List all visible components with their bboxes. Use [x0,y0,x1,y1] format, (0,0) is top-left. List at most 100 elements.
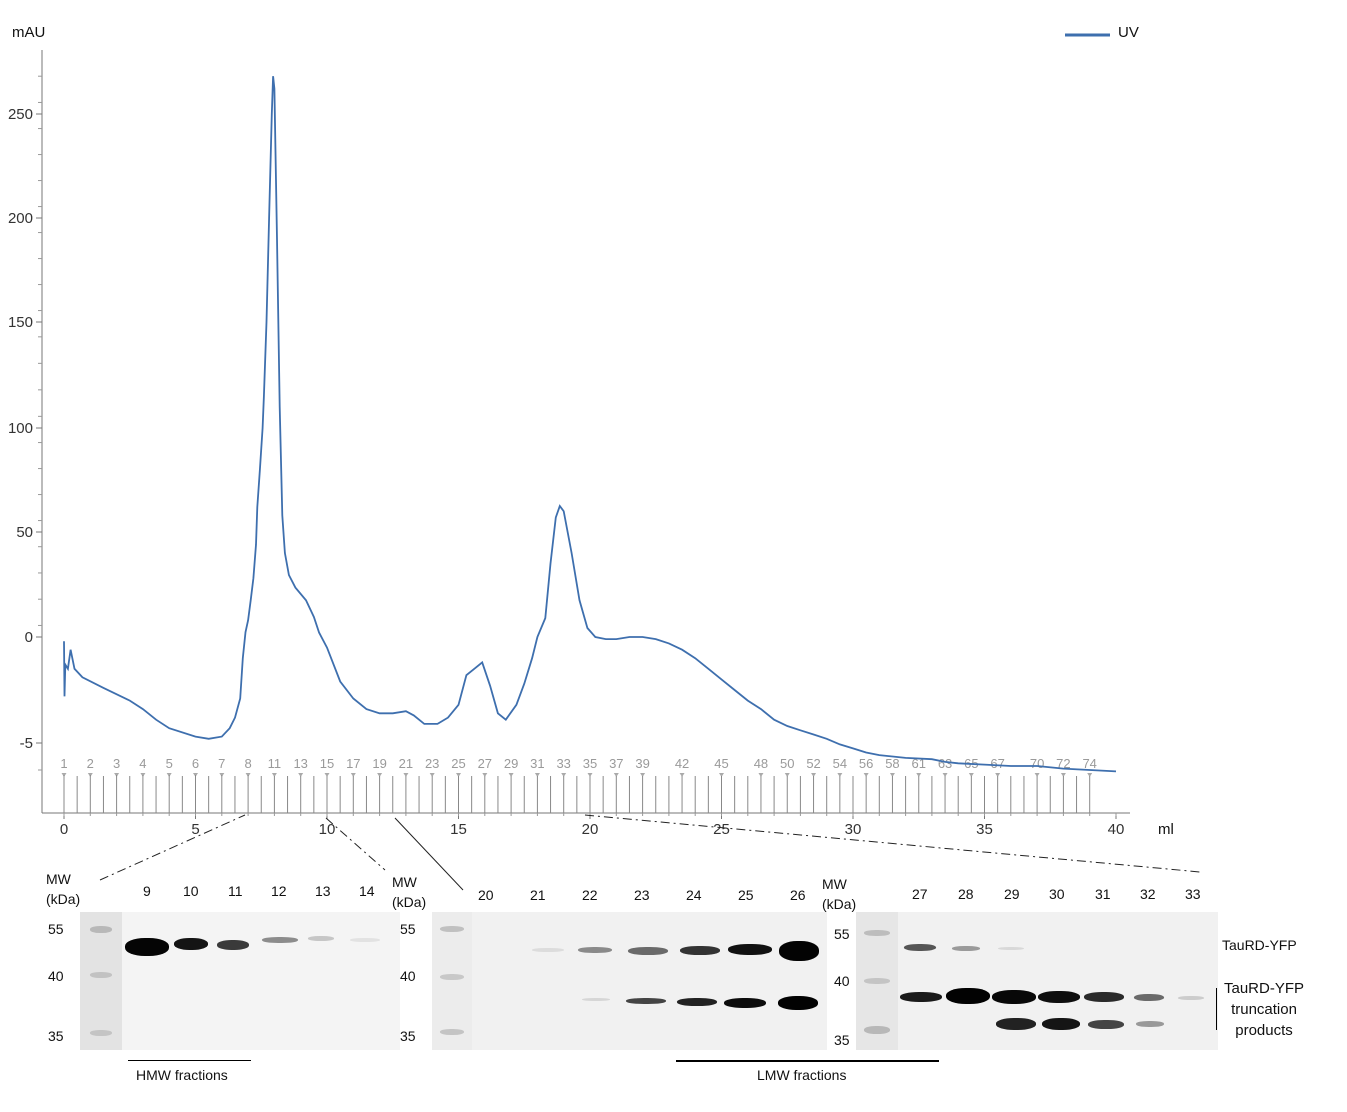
ladder-band-55 [440,926,464,932]
y-tick-label: 150 [8,314,33,331]
fraction-marker [561,773,567,777]
gel1-lane-10: 10 [183,883,199,899]
gel1-ladder-lane [80,912,122,1050]
fraction-label: 67 [990,756,1004,771]
fraction-label: 63 [938,756,952,771]
gel2-band-24 [680,946,720,955]
gel1-blot [80,912,400,1050]
gel2-trunc-22 [582,998,610,1001]
fraction-label: 5 [166,756,173,771]
gel2-marker-40: 40 [400,968,416,984]
fraction-marker [837,773,843,777]
fraction-label: 50 [780,756,794,771]
x-tick-label: 20 [582,821,599,838]
gel1-lanes-area [122,912,400,1050]
gel1-band-12 [262,937,298,943]
gel3-marker-35: 35 [834,1032,850,1048]
fraction-marker [1034,773,1040,777]
fraction-label: 15 [320,756,334,771]
gel3-low-31 [1088,1020,1124,1029]
fraction-marker [863,773,869,777]
fraction-marker [508,773,514,777]
x-tick-label: 35 [976,821,993,838]
fraction-label: 61 [912,756,926,771]
gel2-lane-22: 22 [582,887,598,903]
gel3-lane-29: 29 [1004,886,1020,902]
gel3-trunc-33 [1178,996,1204,1000]
fraction-marker [811,773,817,777]
fraction-label: 72 [1056,756,1070,771]
fraction-label: 39 [635,756,649,771]
gel3-marker-40: 40 [834,973,850,989]
x-tick-label: 5 [191,821,199,838]
gel2-trunc-25 [724,998,766,1008]
fraction-marker [889,773,895,777]
gel2-trunc-26 [778,996,818,1010]
gel1-band-9 [125,938,169,956]
fraction-marker [298,773,304,777]
fraction-label: 74 [1082,756,1096,771]
gel1-lane-13: 13 [315,883,331,899]
chart-axes [41,50,1130,814]
gel2-lane-21: 21 [530,887,546,903]
gel2-band-25 [728,944,772,955]
fraction-marker [1087,773,1093,777]
gel1-marker-55: 55 [48,921,64,937]
ladder-band-40 [864,978,890,984]
hmw-fractions-label: HMW fractions [136,1067,228,1083]
fraction-label: 2 [87,756,94,771]
fraction-marker [758,773,764,777]
gel2-blot [432,912,827,1050]
gel1-lane-11: 11 [228,883,243,899]
ladder-band-40 [90,972,112,978]
fraction-label: 17 [346,756,360,771]
fraction-marker [613,773,619,777]
fraction-label: 45 [714,756,728,771]
fraction-label: 52 [806,756,820,771]
gel3-trunc-30 [1038,991,1080,1003]
gel2-trunc-23 [626,998,666,1004]
gel2-lane-26: 26 [790,887,806,903]
fraction-marker [640,773,646,777]
gel1-band-14 [350,938,380,942]
fraction-marker [587,773,593,777]
gel1-band-11 [217,940,249,950]
gel3-band-28 [952,946,980,951]
fraction-marker [534,773,540,777]
gel3-marker-55: 55 [834,926,850,942]
tau-full-length-label: TauRD-YFP [1222,937,1297,953]
gel2-band-21 [532,948,564,952]
gel1-mw-label: MW (kDa) [46,871,81,907]
x-axis-label: ml [1158,821,1174,838]
gel2-mw-label: MW (kDa) [392,874,427,910]
fraction-marker [482,773,488,777]
gel3-band-29 [998,947,1024,950]
ladder-band-55 [90,926,112,933]
fraction-label: 37 [609,756,623,771]
fraction-label: 29 [504,756,518,771]
fraction-label: 54 [833,756,847,771]
fraction-label: 6 [192,756,199,771]
gel2-band-22 [578,947,612,953]
gel1-marker-40: 40 [48,968,64,984]
ladder-band-35 [90,1030,112,1036]
gel1-marker-35: 35 [48,1028,64,1044]
hmw-bracket-line [128,1060,251,1061]
y-tick-label: 250 [8,106,33,123]
truncation-products-label: TauRD-YFP truncation products [1224,980,1305,1039]
connector-line-c [394,817,464,891]
fraction-label: 48 [754,756,768,771]
ladder-band-35 [440,1029,464,1035]
gel1-lane-12: 12 [271,883,287,899]
gel2-lane-24: 24 [686,887,702,903]
y-tick-label: -5 [20,735,33,752]
gel2-lane-23: 23 [634,887,650,903]
fraction-label: 27 [478,756,492,771]
legend-label-uv: UV [1118,24,1139,41]
fraction-label: 23 [425,756,439,771]
y-tick-label: 50 [16,524,33,541]
fraction-label: 7 [218,756,225,771]
fraction-label: 25 [451,756,465,771]
fraction-label: 1 [60,756,67,771]
gel3-trunc-31 [1084,992,1124,1002]
